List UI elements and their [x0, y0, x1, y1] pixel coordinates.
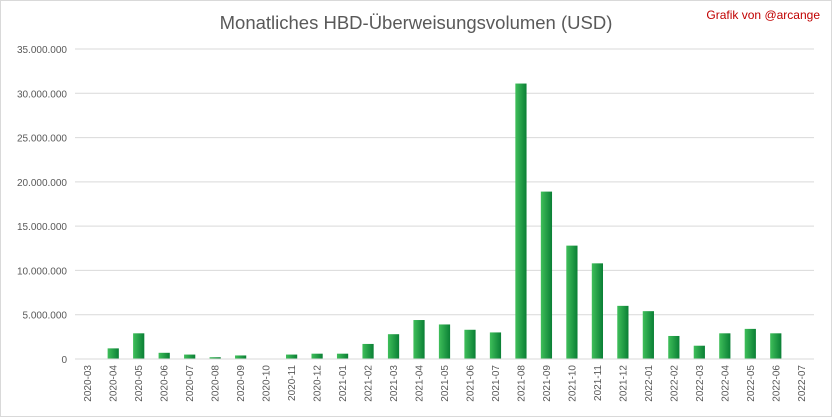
credit-label: Grafik von @arcange: [706, 8, 820, 22]
x-tick-label: 2022-01: [644, 365, 655, 402]
x-tick-label: 2022-02: [669, 365, 680, 402]
y-tick-label: 15.000.000: [17, 222, 67, 233]
x-tick-label: 2021-08: [516, 365, 527, 402]
x-axis-ticks: 2020-03 2020-04 2020-05 2020-06 2020-07 2020-…: [83, 365, 808, 402]
bar-2021-08: [515, 83, 527, 360]
bar-2021-03: [387, 334, 400, 359]
y-tick-label: 10.000.000: [17, 266, 67, 277]
bar-2020-12: [311, 353, 323, 359]
bar-2022-03: [693, 345, 705, 359]
bar-2022-05: [744, 328, 756, 359]
bar-2020-06: [158, 352, 170, 359]
bar-2020-07: [184, 354, 196, 359]
x-tick-label: 2022-06: [771, 365, 782, 402]
x-tick-label: 2021-03: [389, 365, 400, 402]
bar-2021-09: [540, 191, 553, 359]
x-tick-label: 2021-07: [491, 365, 502, 402]
x-tick-label: 2022-03: [695, 365, 706, 402]
x-tick-label: 2021-10: [567, 365, 578, 402]
x-tick-label: 2021-04: [415, 365, 426, 402]
x-tick-label: 2020-06: [160, 365, 171, 402]
x-tick-label: 2020-04: [109, 365, 120, 402]
bar-2020-11: [285, 354, 298, 359]
x-tick-label: 2020-12: [313, 365, 324, 402]
bars: [107, 83, 782, 360]
x-tick-label: 2020-03: [83, 365, 94, 402]
y-tick-label: 5.000.000: [23, 311, 68, 322]
y-tick-label: 0: [61, 355, 67, 366]
x-tick-label: 2020-05: [134, 365, 145, 402]
x-tick-label: 2022-05: [746, 365, 757, 402]
bar-2021-02: [362, 343, 374, 359]
x-tick-label: 2020-11: [287, 365, 298, 401]
x-tick-label: 2020-08: [211, 365, 222, 402]
x-tick-label: 2021-12: [618, 365, 629, 402]
chart-title: Monatliches HBD-Überweisungsvolumen (USD…: [219, 12, 613, 33]
y-tick-label: 30.000.000: [17, 89, 67, 100]
bar-2022-06: [770, 333, 782, 359]
bar-2021-04: [413, 320, 425, 359]
bar-2020-04: [107, 348, 119, 359]
y-tick-label: 20.000.000: [17, 178, 67, 189]
x-tick-label: 2022-04: [720, 365, 731, 402]
bar-2020-05: [133, 333, 145, 359]
bar-2020-09: [235, 355, 247, 359]
x-tick-label: 2021-02: [364, 365, 375, 402]
bar-2021-05: [438, 324, 451, 359]
bar-2021-01: [336, 353, 349, 359]
gridlines: [75, 48, 814, 316]
x-tick-label: 2020-07: [185, 365, 196, 402]
bar-2021-10: [566, 245, 578, 359]
x-tick-label: 2022-07: [797, 365, 808, 402]
y-tick-label: 35.000.000: [17, 45, 67, 56]
y-tick-label: 25.000.000: [17, 134, 67, 145]
x-tick-label: 2021-11: [593, 365, 604, 401]
x-tick-label: 2021-09: [542, 365, 553, 402]
x-tick-label: 2021-01: [338, 365, 349, 402]
bar-2021-11: [591, 263, 604, 359]
bar-2021-06: [464, 329, 476, 359]
bar-2021-07: [489, 332, 502, 359]
x-tick-label: 2021-05: [440, 365, 451, 402]
x-tick-label: 2020-09: [236, 365, 247, 402]
bar-2022-04: [719, 333, 731, 359]
y-axis-ticks: 0 5.000.000 10.000.000 15.000.000 20.000.000…: [17, 45, 68, 366]
bar-2021-12: [617, 305, 629, 359]
bar-2022-01: [642, 311, 654, 359]
x-tick-label: 2020-10: [262, 365, 273, 402]
bar-2020-08: [209, 357, 221, 359]
bar-2022-02: [668, 335, 680, 359]
x-tick-label: 2021-06: [465, 365, 476, 402]
